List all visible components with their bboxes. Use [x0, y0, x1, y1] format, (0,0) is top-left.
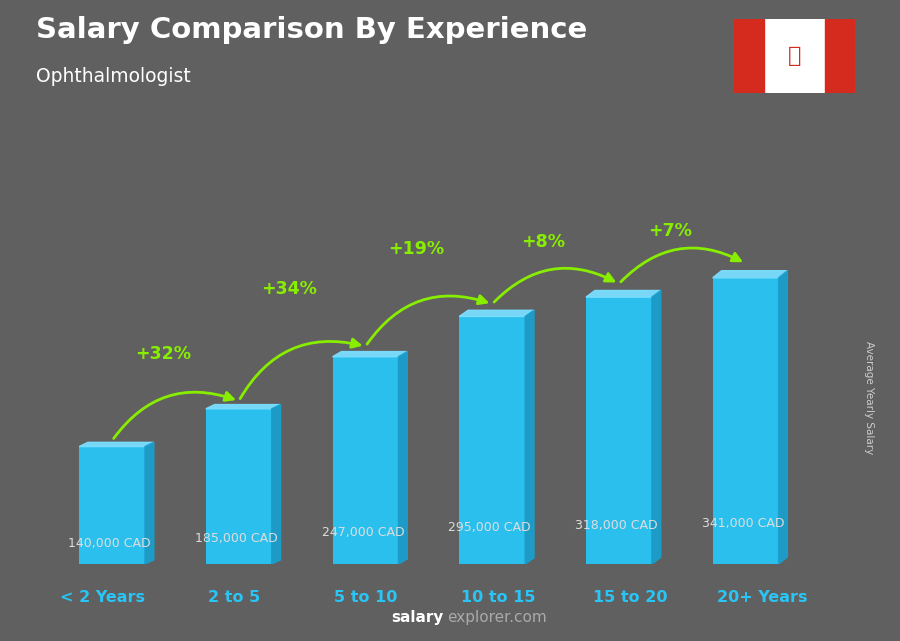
- Bar: [586, 297, 652, 564]
- Bar: [824, 19, 855, 93]
- Bar: [459, 317, 525, 564]
- Bar: [332, 357, 399, 564]
- Polygon shape: [459, 310, 534, 317]
- Bar: [79, 447, 145, 564]
- Text: Average Yearly Salary: Average Yearly Salary: [863, 341, 874, 454]
- Text: 🍁: 🍁: [788, 46, 801, 66]
- Text: +7%: +7%: [648, 222, 691, 240]
- Polygon shape: [652, 290, 661, 564]
- Text: 140,000 CAD: 140,000 CAD: [68, 537, 151, 550]
- Text: 295,000 CAD: 295,000 CAD: [448, 521, 531, 535]
- Bar: [206, 409, 272, 564]
- Text: explorer.com: explorer.com: [447, 610, 547, 625]
- Polygon shape: [206, 404, 281, 409]
- Bar: [713, 278, 778, 564]
- Text: < 2 Years: < 2 Years: [59, 590, 145, 604]
- Text: +19%: +19%: [388, 240, 445, 258]
- Polygon shape: [778, 271, 788, 564]
- Text: 318,000 CAD: 318,000 CAD: [575, 519, 658, 532]
- Text: Ophthalmologist: Ophthalmologist: [36, 67, 191, 87]
- Text: Salary Comparison By Experience: Salary Comparison By Experience: [36, 16, 587, 44]
- Text: 2 to 5: 2 to 5: [208, 590, 260, 604]
- Polygon shape: [145, 442, 154, 564]
- Text: +32%: +32%: [135, 345, 191, 363]
- Bar: [734, 19, 764, 93]
- Text: 247,000 CAD: 247,000 CAD: [321, 526, 404, 539]
- Polygon shape: [525, 310, 534, 564]
- Text: 341,000 CAD: 341,000 CAD: [702, 517, 784, 529]
- Polygon shape: [713, 271, 788, 278]
- Text: 20+ Years: 20+ Years: [716, 590, 807, 604]
- Polygon shape: [399, 351, 408, 564]
- Text: +8%: +8%: [521, 233, 565, 251]
- Text: 185,000 CAD: 185,000 CAD: [194, 533, 277, 545]
- Polygon shape: [79, 442, 154, 447]
- Polygon shape: [332, 351, 408, 357]
- Text: 10 to 15: 10 to 15: [461, 590, 536, 604]
- Text: 15 to 20: 15 to 20: [593, 590, 667, 604]
- Text: salary: salary: [392, 610, 444, 625]
- Text: +34%: +34%: [262, 280, 318, 298]
- Polygon shape: [586, 290, 661, 297]
- Text: 5 to 10: 5 to 10: [334, 590, 398, 604]
- Polygon shape: [272, 404, 281, 564]
